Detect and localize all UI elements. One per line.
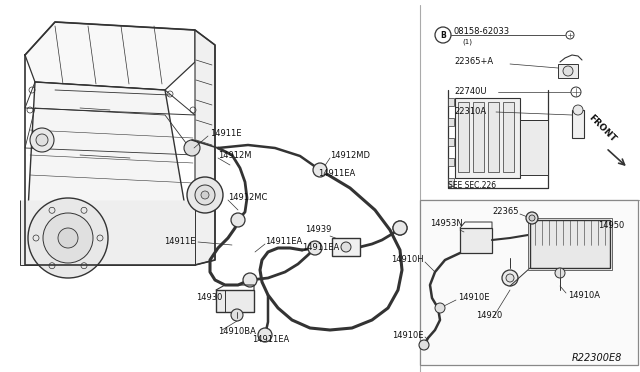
Circle shape bbox=[187, 177, 223, 213]
Circle shape bbox=[506, 274, 514, 282]
Text: 22365+A: 22365+A bbox=[454, 58, 493, 67]
Bar bbox=[448, 98, 454, 106]
Bar bbox=[448, 178, 454, 186]
Bar bbox=[460, 228, 492, 253]
Circle shape bbox=[435, 303, 445, 313]
Circle shape bbox=[393, 221, 407, 235]
Polygon shape bbox=[195, 30, 215, 265]
Circle shape bbox=[308, 241, 322, 255]
Bar bbox=[503, 102, 514, 172]
Bar bbox=[488, 102, 499, 172]
Text: 14910H: 14910H bbox=[392, 256, 424, 264]
Bar bbox=[332, 238, 360, 256]
Circle shape bbox=[573, 105, 583, 115]
Bar bbox=[448, 138, 454, 146]
Polygon shape bbox=[25, 22, 195, 90]
Text: SEE SEC.226: SEE SEC.226 bbox=[448, 182, 496, 190]
Text: 14953N: 14953N bbox=[430, 219, 463, 228]
Text: R22300E8: R22300E8 bbox=[572, 353, 622, 363]
Polygon shape bbox=[25, 82, 195, 265]
Circle shape bbox=[571, 87, 581, 97]
Text: 14911EA: 14911EA bbox=[265, 237, 302, 247]
Circle shape bbox=[36, 134, 48, 146]
Text: 22365: 22365 bbox=[492, 208, 518, 217]
Circle shape bbox=[563, 66, 573, 76]
Bar bbox=[528, 218, 612, 270]
Text: 14910E: 14910E bbox=[458, 294, 490, 302]
Text: 14939: 14939 bbox=[305, 225, 332, 234]
Text: 14920: 14920 bbox=[476, 311, 502, 321]
Circle shape bbox=[195, 185, 215, 205]
Text: 14911E: 14911E bbox=[164, 237, 196, 247]
Circle shape bbox=[529, 215, 535, 221]
Circle shape bbox=[258, 328, 272, 342]
Circle shape bbox=[30, 128, 54, 152]
Circle shape bbox=[231, 213, 245, 227]
Circle shape bbox=[526, 212, 538, 224]
Text: 22740U: 22740U bbox=[454, 87, 486, 96]
Circle shape bbox=[231, 309, 243, 321]
Circle shape bbox=[341, 242, 351, 252]
Bar bbox=[520, 120, 548, 175]
Circle shape bbox=[555, 268, 565, 278]
Text: B: B bbox=[440, 31, 446, 39]
Circle shape bbox=[58, 228, 78, 248]
Bar bbox=[458, 102, 469, 172]
Text: 22310A: 22310A bbox=[454, 108, 486, 116]
Circle shape bbox=[184, 140, 200, 156]
Text: 14911EA: 14911EA bbox=[252, 336, 289, 344]
Circle shape bbox=[566, 31, 574, 39]
Text: 14911EA: 14911EA bbox=[302, 244, 339, 253]
Circle shape bbox=[28, 198, 108, 278]
Bar bbox=[216, 290, 254, 312]
Text: 14930: 14930 bbox=[196, 294, 222, 302]
Bar bbox=[572, 110, 584, 138]
Bar bbox=[530, 220, 610, 268]
Circle shape bbox=[435, 27, 451, 43]
Circle shape bbox=[393, 221, 407, 235]
Text: 08158-62033: 08158-62033 bbox=[454, 28, 510, 36]
Bar bbox=[420, 200, 638, 365]
Bar bbox=[455, 98, 520, 178]
Circle shape bbox=[201, 191, 209, 199]
Text: FRONT: FRONT bbox=[587, 113, 618, 144]
Circle shape bbox=[243, 273, 257, 287]
Bar bbox=[473, 102, 484, 172]
Text: 14912M: 14912M bbox=[218, 151, 252, 160]
Text: 14910BA: 14910BA bbox=[218, 327, 256, 337]
Text: 14912MC: 14912MC bbox=[228, 193, 268, 202]
Bar bbox=[558, 64, 578, 78]
Circle shape bbox=[419, 340, 429, 350]
Text: 14911EA: 14911EA bbox=[318, 169, 355, 177]
Circle shape bbox=[313, 163, 327, 177]
Polygon shape bbox=[20, 200, 195, 265]
Circle shape bbox=[502, 270, 518, 286]
Text: (1): (1) bbox=[462, 39, 472, 45]
Text: 14950: 14950 bbox=[598, 221, 624, 230]
Circle shape bbox=[43, 213, 93, 263]
Text: 14911E: 14911E bbox=[210, 128, 241, 138]
Text: 14910A: 14910A bbox=[568, 291, 600, 299]
Text: 14912MD: 14912MD bbox=[330, 151, 370, 160]
Text: 14910E: 14910E bbox=[392, 330, 424, 340]
Bar bbox=[448, 158, 454, 166]
Bar bbox=[448, 118, 454, 126]
